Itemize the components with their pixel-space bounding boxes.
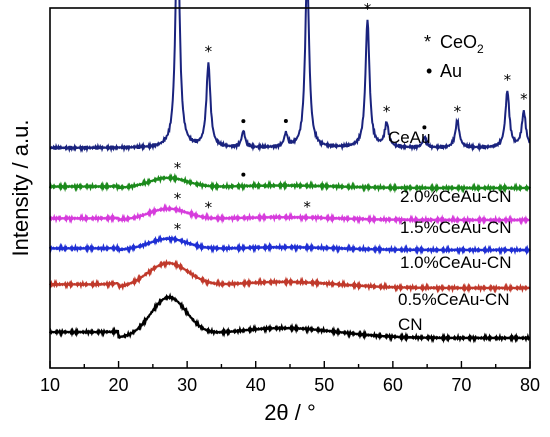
series-line-ceau [49,0,531,154]
ceo2-peak-marker: * [504,71,512,89]
ceo2-peak-marker: * [364,0,372,18]
x-tick-label: 60 [383,375,403,395]
legend-ceo2-label: CeO2 [440,32,484,56]
ceo2-peak-marker: * [383,102,391,120]
ceo2-peak-marker: * [174,189,182,207]
series-line-cn [48,292,531,344]
y-axis-title: Intensity / a.u. [8,120,33,257]
legend-ceo2-symbol: * [424,32,431,52]
x-tick-label: 40 [246,375,266,395]
x-ticks: 10 20 30 40 50 60 70 80 [40,361,540,395]
ceo2-peak-marker: * [205,42,213,60]
legend: * CeO2 • Au [424,32,484,81]
series-label: 1.0%CeAu-CN [400,253,512,272]
series-label: CeAu [388,128,431,147]
series-line-1-0-ceau-cn [48,234,531,256]
x-tick-label: 80 [520,375,540,395]
series-labels: CeAu 2.0%CeAu-CN 1.5%CeAu-CN 1.0%CeAu-CN 0.5… [388,128,512,334]
ceo2-peak-marker: * [303,198,311,216]
x-tick-label: 70 [451,375,471,395]
legend-au-label: Au [440,61,462,81]
ceo2-peak-marker: * [174,159,182,177]
x-tick-label: 50 [314,375,334,395]
x-tick-label: 30 [177,375,197,395]
ceo2-peak-marker: * [520,90,528,108]
au-peak-marker [241,172,246,177]
legend-ceo2-subscript: 2 [477,42,484,56]
x-axis-title: 2θ / ° [264,400,316,425]
peak-markers: ************* [174,0,528,238]
series-label: CN [398,315,423,334]
ceo2-peak-marker: * [205,199,213,217]
series-label: 0.5%CeAu-CN [398,290,510,309]
series-line-2-0-ceau-cn [48,172,532,194]
series-line-1-5-ceau-cn [49,203,531,226]
au-peak-marker [422,125,427,130]
au-peak-marker [283,119,288,124]
x-tick-label: 10 [40,375,60,395]
au-peak-marker [241,119,246,124]
series-label: 2.0%CeAu-CN [400,187,512,206]
plot-area [48,0,532,344]
ceo2-peak-marker: * [454,103,462,121]
x-tick-label: 20 [109,375,129,395]
series-label: 1.5%CeAu-CN [400,218,512,237]
legend-au-symbol: • [426,61,432,81]
series-line-0-5-ceau-cn [48,258,531,294]
ceo2-peak-marker: * [174,220,182,238]
legend-ceo2-text: CeO [440,32,477,52]
